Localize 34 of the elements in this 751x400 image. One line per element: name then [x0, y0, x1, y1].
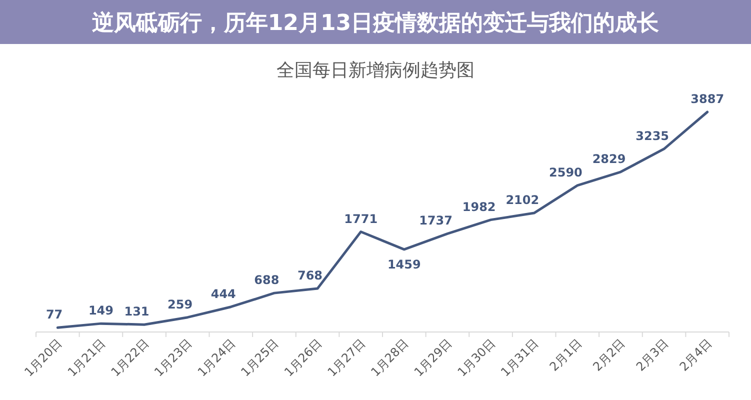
x-tick-label: 2月1日 — [546, 336, 585, 374]
x-tick-label: 2月4日 — [676, 336, 714, 374]
data-label: 131 — [124, 304, 150, 319]
x-tick-label: 1月28日 — [368, 336, 412, 380]
x-tick-label: 1月20日 — [22, 336, 65, 380]
data-label: 3887 — [690, 92, 724, 106]
data-label: 77 — [46, 308, 63, 322]
x-tick-label: 2月3日 — [633, 336, 672, 374]
data-label: 2829 — [592, 152, 626, 166]
x-tick-label: 1月22日 — [108, 336, 152, 380]
data-label: 768 — [297, 268, 323, 283]
data-label: 2102 — [506, 193, 540, 208]
x-tick-label: 1月21日 — [65, 336, 108, 380]
x-tick-label: 2月2日 — [590, 336, 628, 374]
data-label: 688 — [254, 273, 280, 288]
data-label: 1737 — [419, 214, 452, 228]
x-tick-label: 1月24日 — [194, 336, 238, 380]
data-label: 1982 — [462, 200, 496, 214]
data-label: 149 — [88, 304, 114, 318]
data-label: 3235 — [636, 128, 670, 143]
x-tick-label: 1月26日 — [282, 336, 325, 380]
data-label: 1771 — [344, 212, 378, 226]
x-tick-label: 1月23日 — [152, 336, 195, 380]
chart-title: 全国每日新增病例趋势图 — [276, 60, 474, 81]
x-tick-label: 1月29日 — [412, 336, 455, 380]
x-tick-label: 1月25日 — [238, 336, 282, 380]
data-label: 1459 — [387, 257, 421, 272]
data-label: 2590 — [549, 165, 582, 180]
x-tick-label: 1月30日 — [454, 336, 498, 380]
data-label: 259 — [168, 297, 193, 312]
x-tick-label: 1月31日 — [498, 336, 542, 380]
data-label: 444 — [210, 286, 236, 301]
text: 逆风砥砺行，历年12月13日疫情数据的变迁与我们的成长 — [92, 10, 660, 36]
x-tick-label: 1月27日 — [324, 336, 368, 380]
